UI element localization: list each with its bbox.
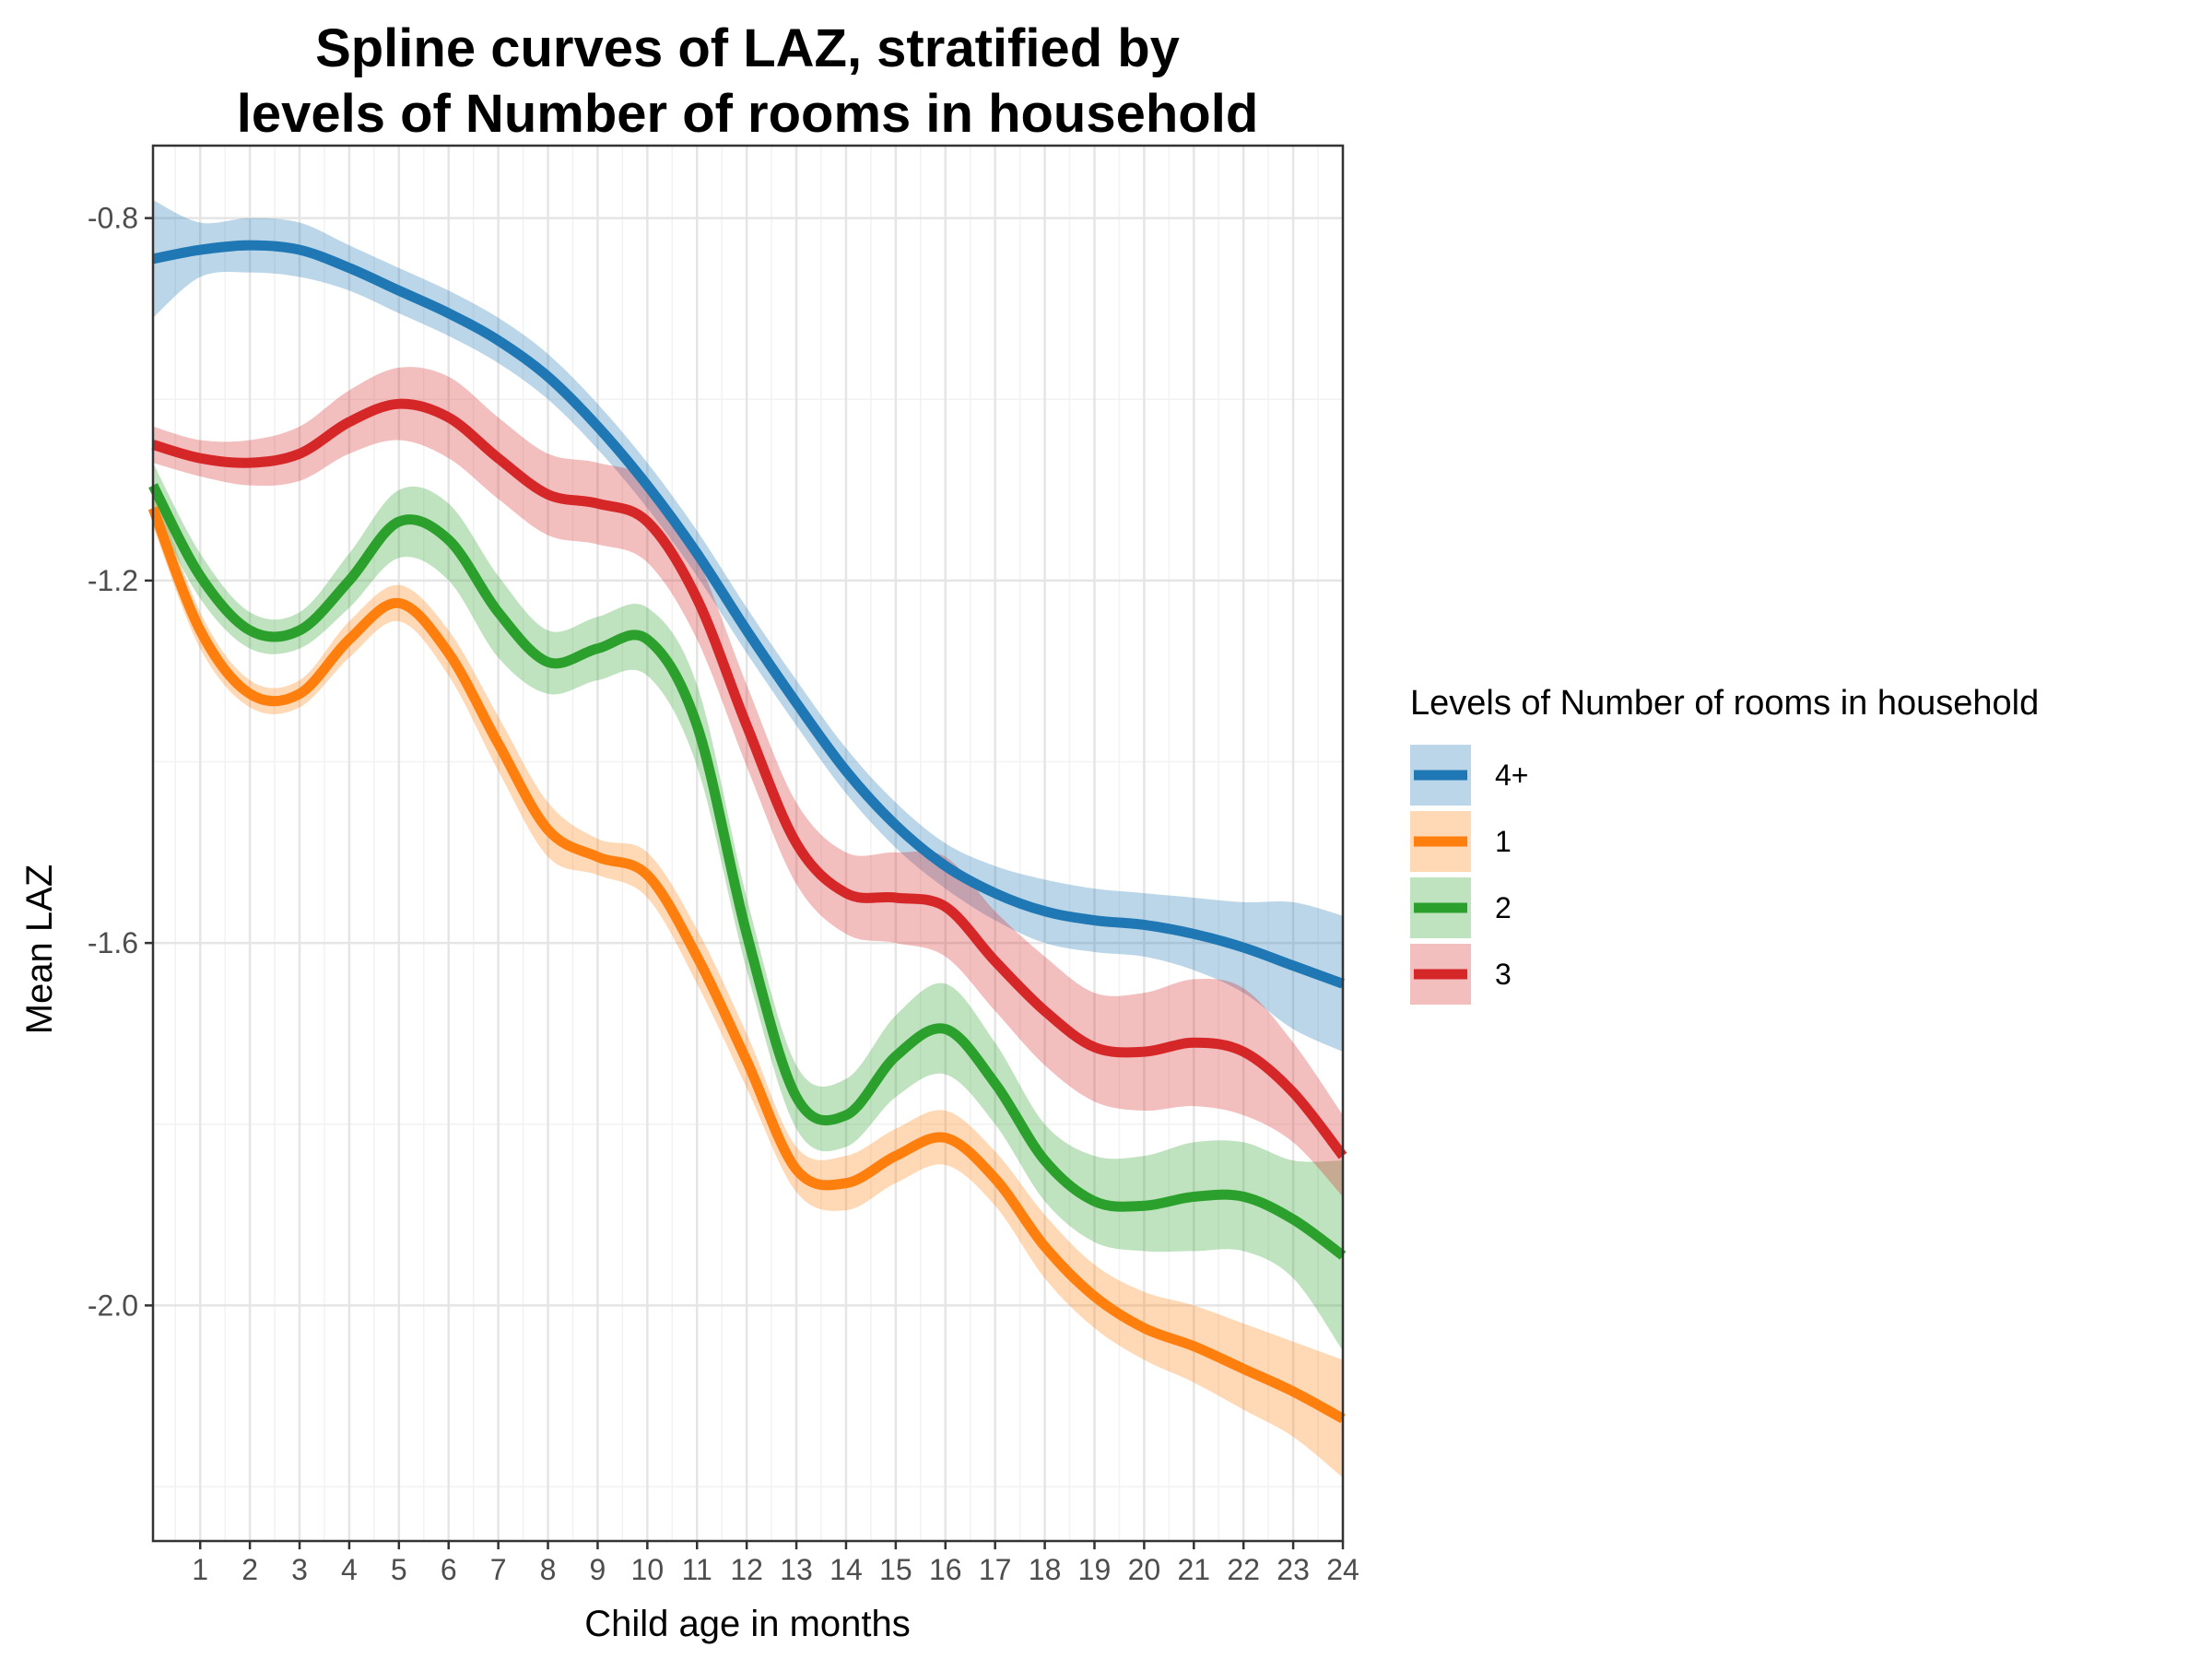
x-tick-label: 19 [1078, 1553, 1112, 1586]
line-series-2 [148, 483, 1347, 1260]
x-tick-label: 3 [291, 1553, 308, 1586]
x-tick-label: 22 [1227, 1553, 1260, 1586]
line-series-1 [147, 506, 1346, 1424]
x-tick-label: 14 [830, 1553, 863, 1586]
chart-title-line-2: levels of Number of rooms in household [237, 84, 1259, 144]
x-tick-label: 15 [879, 1553, 912, 1586]
y-axis: -0.8 -1.2 -1.6 -2.0 [88, 202, 153, 1322]
line-series-3 [151, 398, 1347, 1159]
x-tick-label: 21 [1177, 1553, 1210, 1586]
x-axis-label: Child age in months [584, 1604, 911, 1644]
x-tick-label: 5 [391, 1553, 407, 1586]
legend-label-2: 2 [1495, 891, 1512, 924]
panel-border [151, 144, 1345, 1543]
legend-label-1: 1 [1495, 825, 1512, 858]
x-tick-label: 9 [590, 1553, 606, 1586]
x-tick-label: 12 [730, 1553, 763, 1586]
y-axis-label: Mean LAZ [19, 865, 60, 1035]
x-tick-label: 1 [192, 1553, 208, 1586]
x-tick-label: 8 [540, 1553, 557, 1586]
y-tick-label: -0.8 [88, 202, 138, 235]
x-axis: 1 2 3 4 5 6 7 8 9 10 11 12 13 14 15 16 17 18 19 20 21 22 23 24 [192, 1541, 1359, 1586]
x-tick-label: 20 [1128, 1553, 1161, 1586]
legend: 4+ 1 2 3 [1410, 745, 1528, 1005]
legend-label-3: 3 [1495, 958, 1512, 991]
y-tick-label: -1.2 [88, 564, 138, 597]
y-tick-label: -2.0 [88, 1288, 138, 1322]
x-tick-label: 13 [780, 1553, 813, 1586]
band-series-2 [153, 463, 1343, 1351]
x-tick-label: 11 [682, 1553, 712, 1586]
x-tick-label: 23 [1277, 1553, 1310, 1586]
x-tick-label: 24 [1326, 1553, 1359, 1586]
chart-title-line-1: Spline curves of LAZ, stratified by [315, 18, 1180, 78]
legend-label-4+: 4+ [1495, 759, 1528, 792]
x-tick-label: 4 [341, 1553, 358, 1586]
x-tick-label: 10 [631, 1553, 665, 1586]
x-tick-label: 17 [979, 1553, 1012, 1586]
x-tick-label: 2 [241, 1553, 258, 1586]
series-lines [147, 240, 1347, 1424]
x-tick-label: 18 [1029, 1553, 1062, 1586]
x-tick-label: 6 [441, 1553, 457, 1586]
legend-title: Levels of Number of rooms in household [1410, 684, 2039, 723]
y-tick-label: -1.6 [88, 926, 138, 959]
x-tick-label: 16 [929, 1553, 962, 1586]
x-tick-label: 7 [490, 1553, 507, 1586]
band-series-3 [153, 367, 1343, 1197]
band-series-1 [153, 480, 1343, 1478]
line-series-4+ [151, 240, 1345, 989]
